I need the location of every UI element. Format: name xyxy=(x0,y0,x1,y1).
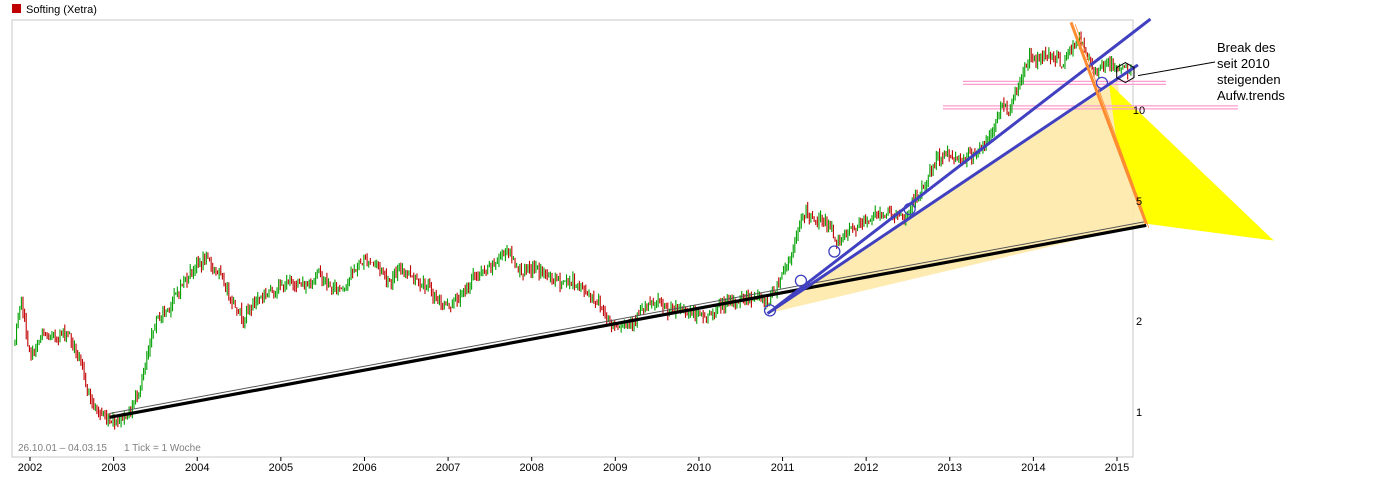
x-tick-label: 2003 xyxy=(101,462,125,474)
support-zones xyxy=(943,80,1238,110)
y-tick-label: 2 xyxy=(1136,316,1142,328)
annotation-text: Aufw.trends xyxy=(1217,88,1285,103)
fill-strong-band xyxy=(1109,83,1274,241)
falling-trendline xyxy=(1069,21,1148,225)
plot-border xyxy=(11,19,1134,458)
y-tick-label: 10 xyxy=(1133,105,1145,117)
annotation-text: steigenden xyxy=(1217,72,1281,87)
x-tick-label: 2013 xyxy=(938,462,962,474)
rising-trendline xyxy=(766,63,1139,315)
touch-marker xyxy=(794,274,808,287)
y-tick-label: 5 xyxy=(1136,196,1142,208)
x-tick-label: 2006 xyxy=(352,462,376,474)
trend-channel-fill xyxy=(767,81,1274,314)
y-tick-label: 1 xyxy=(1136,407,1142,419)
x-tick-label: 2002 xyxy=(18,462,42,474)
x-tick-label: 2009 xyxy=(603,462,627,474)
x-tick-label: 2005 xyxy=(269,462,293,474)
date-range: 26.10.01 – 04.03.15 xyxy=(18,443,107,454)
x-tick-label: 2015 xyxy=(1105,462,1129,474)
x-tick-label: 2008 xyxy=(519,462,543,474)
long-trendline xyxy=(109,223,1147,419)
long-trendline-thin xyxy=(109,220,1147,414)
x-tick-label: 2007 xyxy=(436,462,460,474)
x-tick-label: 2014 xyxy=(1021,462,1045,474)
tick-info: 1 Tick = 1 Woche xyxy=(124,443,201,454)
x-tick-label: 2012 xyxy=(854,462,878,474)
trendlines xyxy=(109,17,1152,419)
y-axis: 1 2 5 10 xyxy=(1133,105,1145,419)
break-marker xyxy=(1116,62,1135,84)
annotation-leader xyxy=(1137,61,1216,77)
touch-marker xyxy=(828,245,841,258)
touch-marker xyxy=(763,304,777,317)
annotation-text: seit 2010 xyxy=(1217,56,1270,71)
x-tick-label: 2011 xyxy=(771,462,795,474)
touch-markers xyxy=(763,62,1135,317)
x-tick-label: 2010 xyxy=(687,462,711,474)
plot-frame xyxy=(11,19,1134,458)
chart-title: Softing (Xetra) xyxy=(26,4,97,16)
fill-light-triangle xyxy=(767,81,1147,314)
annotation-text: Break des xyxy=(1217,40,1276,55)
touch-marker xyxy=(1095,76,1109,89)
title-marker xyxy=(12,4,21,13)
touch-marker xyxy=(903,202,916,216)
falling-trendline-thin xyxy=(1074,24,1150,228)
x-axis: 2002 2003 2004 2005 2006 2007 2008 2009 2010 2011… xyxy=(18,457,1129,474)
x-tick-label: 2004 xyxy=(185,462,209,474)
